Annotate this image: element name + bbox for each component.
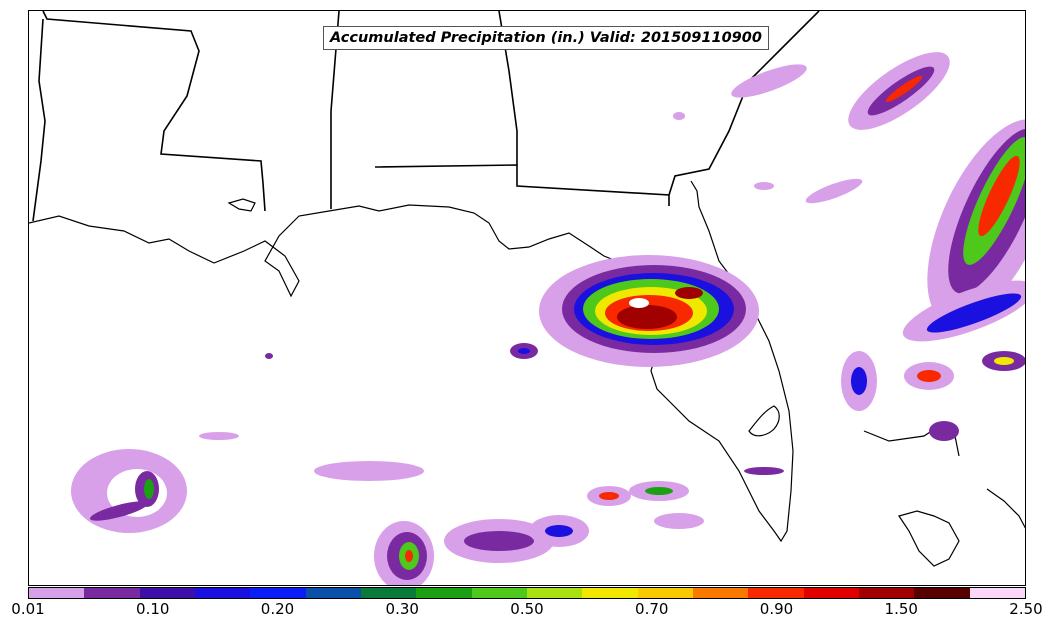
colorbar — [28, 587, 1026, 599]
colorbar-tick-label: 0.50 — [510, 600, 544, 618]
map-title: Accumulated Precipitation (in.) Valid: 2… — [323, 26, 769, 50]
colorbar-segment — [250, 588, 306, 598]
colorbar-tick-label: 1.50 — [884, 600, 918, 618]
colorbar-segment — [692, 588, 749, 598]
colorbar-segment — [748, 588, 804, 598]
colorbar-tick-label: 0.20 — [260, 600, 295, 618]
colorbar-segment — [305, 588, 361, 598]
colorbar-tick-label: 0.90 — [759, 600, 794, 618]
colorbar-segment — [969, 588, 1025, 598]
colorbar-segment — [139, 588, 195, 598]
colorbar-segment — [582, 588, 638, 598]
colorbar-segment — [526, 588, 583, 598]
colorbar-segment — [29, 588, 85, 598]
colorbar-tick-label: 0.70 — [635, 600, 669, 618]
colorbar-tick-label: 0.30 — [385, 600, 419, 618]
colorbar-segment — [84, 588, 140, 598]
colorbar-tick-label: 0.10 — [136, 600, 170, 618]
colorbar-segment — [637, 588, 693, 598]
colorbar-segment — [194, 588, 251, 598]
colorbar-segment — [360, 588, 417, 598]
colorbar-segment — [416, 588, 472, 598]
colorbar-segment — [471, 588, 527, 598]
colorbar-segment — [914, 588, 970, 598]
colorbar-tick-label: 2.50 — [1009, 600, 1043, 618]
precipitation-map — [29, 11, 1025, 585]
colorbar-segment — [858, 588, 915, 598]
map-panel: Accumulated Precipitation (in.) Valid: 2… — [28, 10, 1026, 586]
colorbar-tick-label: 0.01 — [11, 600, 45, 618]
colorbar-tick-labels: 0.01 0.10 0.20 0.30 0.50 0.70 0.90 1.50 2.50 — [0, 600, 1054, 626]
colorbar-segment — [803, 588, 859, 598]
precipitation-fields — [71, 52, 1025, 585]
